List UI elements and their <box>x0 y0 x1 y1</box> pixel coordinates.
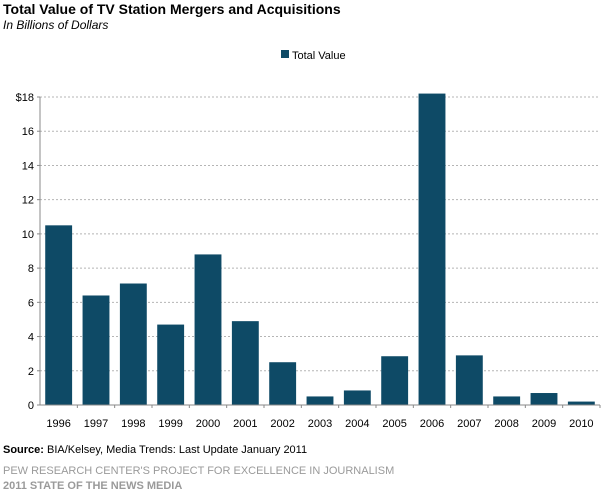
y-tick-label: 4 <box>28 332 34 344</box>
y-tick-label: 0 <box>28 400 34 412</box>
x-tick-label: 2001 <box>233 418 257 430</box>
source-note: Source: BIA/Kelsey, Media Trends: Last U… <box>3 444 307 456</box>
bar-1996 <box>45 225 73 405</box>
bar-2000 <box>194 254 222 405</box>
x-tick-label: 1996 <box>46 418 70 430</box>
x-tick-label: 2002 <box>270 418 294 430</box>
y-tick-label: 6 <box>28 297 34 309</box>
bar-2009 <box>530 393 558 405</box>
source-label: Source: <box>3 444 44 456</box>
x-tick-label: 2010 <box>569 418 593 430</box>
x-tick-label: 2006 <box>420 418 444 430</box>
legend-swatch <box>281 50 289 58</box>
bars <box>45 93 595 406</box>
x-tick-label: 2000 <box>196 418 220 430</box>
x-tick-label: 1998 <box>121 418 145 430</box>
x-tick-label: 2008 <box>494 418 518 430</box>
x-tick-label: 1997 <box>84 418 108 430</box>
x-tick-label: 2004 <box>345 418 369 430</box>
bar-2004 <box>343 390 371 405</box>
y-tick-label: 12 <box>22 195 34 207</box>
chart-subtitle: In Billions of Dollars <box>3 18 109 32</box>
y-axis-ticks: 0 2 4 6 8 10 12 14 16 $18 <box>16 92 40 412</box>
legend-label: Total Value <box>292 50 346 62</box>
y-tick-label: 2 <box>28 366 34 378</box>
x-tick-label: 2003 <box>308 418 332 430</box>
bar-2010 <box>567 401 595 405</box>
credit-organization: PEW RESEARCH CENTER'S PROJECT FOR EXCELL… <box>3 465 395 477</box>
legend: Total Value <box>281 50 346 62</box>
bar-2008 <box>493 396 521 405</box>
bar-2007 <box>455 355 483 405</box>
chart-title: Total Value of TV Station Mergers and Ac… <box>3 1 341 17</box>
x-tick-label: 2007 <box>457 418 481 430</box>
x-axis-ticks: 1996 1997 1998 1999 2000 2001 2002 2003 2004 2005… <box>46 405 601 430</box>
y-tick-label: 16 <box>22 126 34 138</box>
y-tick-label: 10 <box>22 229 34 241</box>
source-text: BIA/Kelsey, Media Trends: Last Update Ja… <box>43 444 308 456</box>
bar-2005 <box>381 356 409 405</box>
x-tick-label: 1999 <box>158 418 182 430</box>
y-tick-label: 8 <box>28 263 34 275</box>
bar-2001 <box>231 321 259 405</box>
bar-1999 <box>157 324 185 405</box>
bar-1998 <box>119 283 147 405</box>
y-tick-label: 14 <box>22 160 34 172</box>
x-tick-label: 2009 <box>532 418 556 430</box>
x-tick-label: 2005 <box>382 418 406 430</box>
bar-2006 <box>418 93 446 406</box>
y-tick-label: $18 <box>16 92 34 104</box>
bar-2002 <box>269 362 297 405</box>
credit-report: 2011 STATE OF THE NEWS MEDIA <box>3 480 183 492</box>
bar-2003 <box>306 396 334 405</box>
bar-1997 <box>82 295 110 405</box>
